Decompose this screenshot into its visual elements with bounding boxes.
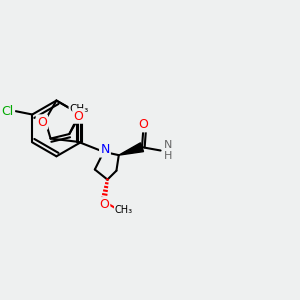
Text: CH₃: CH₃ [70, 104, 89, 115]
Text: O: O [99, 198, 109, 211]
Text: Cl: Cl [2, 105, 14, 118]
Text: O: O [37, 116, 47, 129]
Text: N
H: N H [164, 140, 173, 161]
Text: N: N [100, 143, 110, 156]
Text: O: O [74, 110, 83, 122]
Text: CH₃: CH₃ [115, 205, 133, 215]
Polygon shape [119, 143, 143, 155]
Text: O: O [138, 118, 148, 131]
